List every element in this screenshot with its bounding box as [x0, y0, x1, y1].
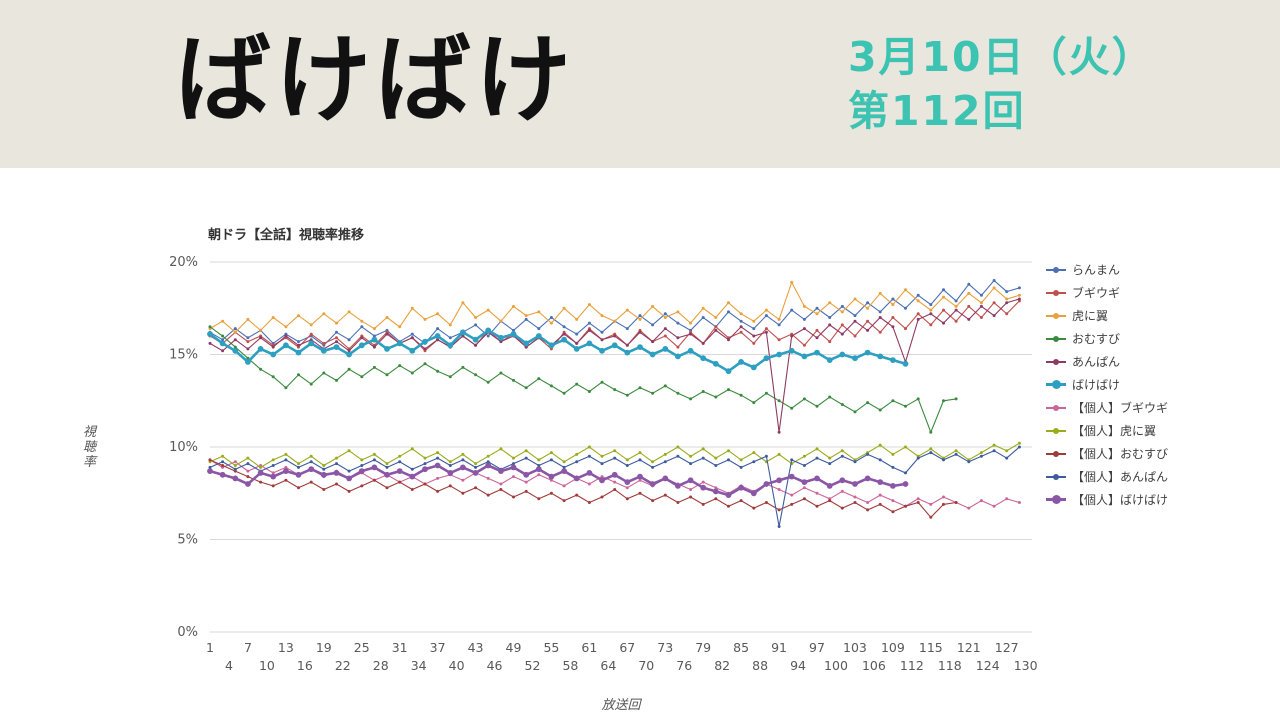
- svg-text:124: 124: [976, 658, 1000, 673]
- svg-text:46: 46: [487, 658, 503, 673]
- legend-label: 【個人】ブギウギ: [1072, 401, 1169, 415]
- legend-label: 【個人】ばけばけ: [1072, 493, 1169, 507]
- legend-swatch-icon: [1046, 495, 1066, 505]
- svg-text:5%: 5%: [177, 533, 198, 548]
- svg-text:28: 28: [373, 658, 389, 673]
- legend-item: 【個人】あんぱん: [1046, 465, 1168, 488]
- legend-label: 【個人】あんぱん: [1072, 470, 1169, 484]
- svg-text:58: 58: [562, 658, 578, 673]
- svg-text:79: 79: [695, 640, 711, 655]
- legend-swatch-icon: [1046, 357, 1066, 367]
- legend-item: おむすび: [1046, 327, 1168, 350]
- episode-number: 第112回: [848, 87, 1026, 136]
- legend-swatch-icon: [1046, 311, 1066, 321]
- legend-label: らんまん: [1072, 263, 1121, 277]
- episode-info: 3月10日（火） 第112回: [848, 30, 1155, 138]
- svg-text:109: 109: [881, 640, 905, 655]
- svg-text:55: 55: [543, 640, 559, 655]
- legend-swatch-icon: [1046, 334, 1066, 344]
- legend-item: らんまん: [1046, 258, 1168, 281]
- chart-title: 朝ドラ【全話】視聴率推移: [208, 228, 365, 243]
- svg-text:43: 43: [468, 640, 484, 655]
- svg-text:31: 31: [392, 640, 408, 655]
- svg-text:40: 40: [449, 658, 465, 673]
- svg-text:7: 7: [244, 640, 252, 655]
- legend-swatch-icon: [1046, 403, 1066, 413]
- x-axis-label: 放送回: [601, 698, 641, 713]
- legend-item: 【個人】ブギウギ: [1046, 396, 1168, 419]
- ratings-chart: 20% 15% 10% 5% 0% 1 7 13 19 25 31 37 43 49 55 61 67 73 79 8…: [0, 180, 1280, 720]
- svg-text:25: 25: [354, 640, 370, 655]
- broadcast-date: 3月10日（火）: [848, 33, 1155, 81]
- svg-text:1: 1: [206, 640, 214, 655]
- legend-item: あんぱん: [1046, 350, 1168, 373]
- legend-label: あんぱん: [1072, 355, 1121, 369]
- svg-text:10%: 10%: [169, 440, 198, 455]
- svg-text:22: 22: [335, 658, 351, 673]
- svg-text:49: 49: [506, 640, 522, 655]
- svg-text:4: 4: [225, 658, 233, 673]
- legend-item: ブギウギ: [1046, 281, 1168, 304]
- chart-svg: 20%15%10%5%0%1 7 13 19 25 31 37 43 49 55 61 67 73 79 8…: [169, 255, 1038, 673]
- svg-text:100: 100: [824, 658, 848, 673]
- show-title: ばけばけ: [175, 24, 575, 136]
- legend-item: 【個人】虎に翼: [1046, 419, 1168, 442]
- legend-swatch-icon: [1046, 449, 1066, 459]
- svg-text:20%: 20%: [169, 255, 198, 270]
- legend-swatch-icon: [1046, 265, 1066, 275]
- svg-text:34: 34: [411, 658, 427, 673]
- legend-swatch-icon: [1046, 472, 1066, 482]
- svg-text:64: 64: [600, 658, 616, 673]
- svg-text:67: 67: [619, 640, 635, 655]
- svg-text:106: 106: [862, 658, 886, 673]
- legend-swatch-icon: [1046, 426, 1066, 436]
- svg-text:115: 115: [919, 640, 943, 655]
- legend-label: おむすび: [1072, 332, 1121, 346]
- svg-text:10: 10: [259, 658, 275, 673]
- svg-text:97: 97: [809, 640, 825, 655]
- svg-text:37: 37: [430, 640, 446, 655]
- svg-text:13: 13: [278, 640, 294, 655]
- svg-text:16: 16: [297, 658, 313, 673]
- svg-text:52: 52: [525, 658, 541, 673]
- svg-text:130: 130: [1014, 658, 1038, 673]
- svg-text:91: 91: [771, 640, 787, 655]
- svg-text:76: 76: [676, 658, 692, 673]
- legend-swatch-icon: [1046, 380, 1066, 390]
- y-axis-label: 視聴率: [80, 424, 95, 470]
- svg-text:127: 127: [995, 640, 1019, 655]
- legend-label: 【個人】おむすび: [1072, 447, 1169, 461]
- svg-text:121: 121: [957, 640, 981, 655]
- legend-label: 【個人】虎に翼: [1072, 424, 1157, 438]
- svg-text:70: 70: [638, 658, 654, 673]
- svg-text:19: 19: [316, 640, 332, 655]
- svg-text:94: 94: [790, 658, 806, 673]
- legend-item: 【個人】ばけばけ: [1046, 488, 1168, 511]
- legend-label: ばけばけ: [1072, 378, 1121, 392]
- svg-text:112: 112: [900, 658, 924, 673]
- chart-legend: らんまんブギウギ虎に翼おむすびあんぱんばけばけ【個人】ブギウギ 【個人】虎に翼 【個…: [1046, 258, 1168, 511]
- legend-label: ブギウギ: [1072, 286, 1121, 300]
- svg-text:73: 73: [657, 640, 673, 655]
- svg-text:118: 118: [938, 658, 962, 673]
- svg-text:88: 88: [752, 658, 768, 673]
- svg-text:85: 85: [733, 640, 749, 655]
- svg-text:0%: 0%: [177, 625, 198, 640]
- title-banner: ばけばけ 3月10日（火） 第112回: [0, 0, 1280, 168]
- svg-text:103: 103: [843, 640, 867, 655]
- legend-label: 虎に翼: [1072, 309, 1109, 323]
- legend-item: ばけばけ: [1046, 373, 1168, 396]
- svg-text:82: 82: [714, 658, 730, 673]
- legend-item: 【個人】おむすび: [1046, 442, 1168, 465]
- legend-item: 虎に翼: [1046, 304, 1168, 327]
- svg-text:61: 61: [581, 640, 597, 655]
- svg-text:15%: 15%: [169, 348, 198, 363]
- legend-swatch-icon: [1046, 288, 1066, 298]
